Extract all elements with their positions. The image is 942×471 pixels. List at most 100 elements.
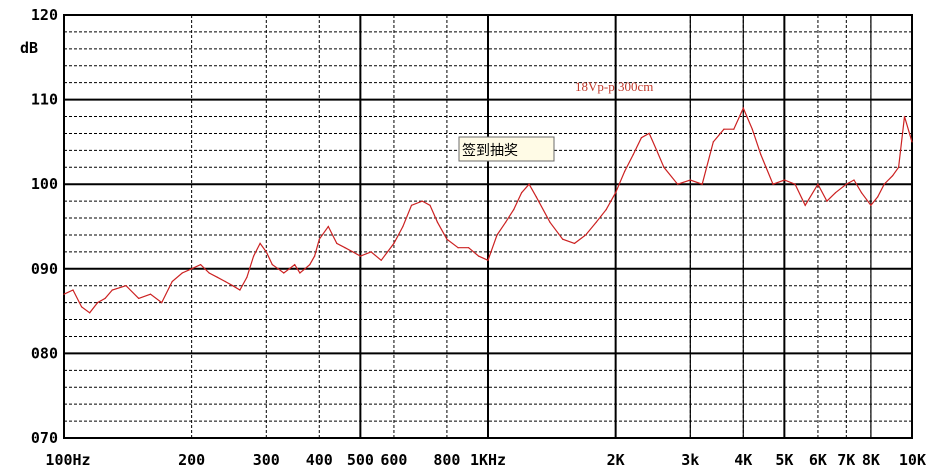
data-point <box>171 280 173 283</box>
data-point <box>549 221 551 223</box>
data-point <box>605 209 607 211</box>
data-point <box>883 183 885 185</box>
x-tick-label: 6K <box>809 451 827 469</box>
data-point <box>410 204 413 206</box>
data-point <box>359 255 361 257</box>
data-point <box>259 242 261 244</box>
y-tick-label: 080 <box>31 344 58 362</box>
data-point <box>277 268 279 270</box>
data-point <box>892 175 894 177</box>
data-point <box>216 276 218 278</box>
data-point <box>689 179 691 181</box>
data-point <box>283 272 285 274</box>
y-tick-label: 070 <box>31 429 58 447</box>
data-point <box>208 272 210 274</box>
data-point <box>304 268 306 270</box>
data-point <box>421 200 423 202</box>
x-tick-label: 10K <box>899 451 926 469</box>
data-point <box>246 276 248 278</box>
data-point <box>677 183 679 185</box>
data-point <box>496 234 498 236</box>
data-point <box>72 289 74 291</box>
data-point <box>615 192 617 194</box>
overlay-button[interactable]: 签到抽奖 <box>458 136 555 162</box>
data-point <box>429 204 431 206</box>
data-point <box>446 238 448 240</box>
data-point <box>877 196 879 198</box>
data-point <box>898 166 900 168</box>
data-point <box>723 128 725 130</box>
data-point <box>911 141 913 143</box>
data-point <box>663 166 665 168</box>
overlay-button-label[interactable]: 签到抽奖 <box>462 142 518 159</box>
data-point <box>870 204 872 206</box>
x-tick-label: 800 <box>433 451 460 469</box>
data-point <box>299 272 301 274</box>
data-point <box>742 107 744 109</box>
data-point <box>760 154 762 156</box>
plot-frame <box>63 14 913 439</box>
data-point <box>370 251 372 253</box>
overlay-button-box[interactable] <box>458 136 555 162</box>
data-point <box>632 154 634 156</box>
data-point <box>701 183 703 185</box>
data-point <box>648 132 650 134</box>
data-point <box>138 297 140 299</box>
data-point <box>656 149 658 151</box>
data-point <box>314 255 316 257</box>
data-point <box>733 128 735 130</box>
data-point <box>585 234 587 236</box>
data-point <box>595 221 597 223</box>
data-point <box>826 200 828 202</box>
data-point <box>352 251 354 253</box>
data-point <box>712 141 714 143</box>
x-tick-label: 4K <box>734 451 752 469</box>
data-point <box>344 247 346 249</box>
data-point <box>336 242 338 244</box>
data-point <box>853 179 855 181</box>
data-point <box>521 192 523 194</box>
data-point <box>804 204 806 206</box>
y-axis-labels: 120 110 100 090 080 070 <box>31 6 58 447</box>
data-point <box>149 293 152 295</box>
x-tick-label: 200 <box>178 451 205 469</box>
data-point <box>505 221 507 223</box>
x-tick-label: 100Hz <box>45 451 90 469</box>
y-axis-unit-label: dB <box>20 39 38 57</box>
y-tick-label: 100 <box>31 175 58 193</box>
data-point <box>380 259 382 261</box>
x-tick-label: 7K <box>837 451 855 469</box>
data-point <box>161 302 163 304</box>
x-tick-label: 1KHz <box>470 451 506 469</box>
x-axis-labels: 100Hz 200 300 400 500 600 800 1KHz 2K 3k 4K 5K 6K 7K 8… <box>45 451 926 469</box>
y-tick-label: 120 <box>31 6 58 24</box>
data-point <box>393 242 395 244</box>
x-tick-label: 500 <box>347 451 374 469</box>
data-point <box>772 183 774 185</box>
data-point <box>327 225 329 228</box>
data-point <box>239 289 241 291</box>
data-point <box>562 238 564 240</box>
data-point <box>468 247 470 249</box>
data-point <box>794 183 796 185</box>
x-tick-label: 5K <box>775 451 793 469</box>
data-point <box>478 255 480 257</box>
x-tick-label: 2K <box>607 451 625 469</box>
measurement-annotation: 18Vp-p 300cm <box>575 79 653 94</box>
data-point <box>751 128 753 130</box>
data-point <box>253 255 255 257</box>
data-point <box>265 251 267 253</box>
data-point <box>81 306 83 308</box>
data-point <box>624 170 626 173</box>
data-point <box>63 293 65 295</box>
x-tick-label: 8K <box>862 451 880 469</box>
data-point <box>224 280 226 283</box>
x-tick-label: 600 <box>380 451 407 469</box>
data-point <box>513 209 515 211</box>
data-point <box>181 272 183 274</box>
y-tick-label: 110 <box>31 91 58 109</box>
data-point <box>903 115 906 118</box>
data-point <box>834 192 837 194</box>
data-point <box>271 264 273 266</box>
